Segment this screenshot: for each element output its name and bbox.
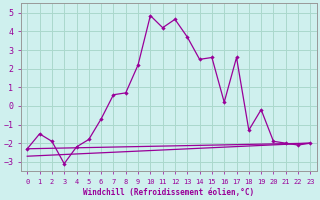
X-axis label: Windchill (Refroidissement éolien,°C): Windchill (Refroidissement éolien,°C) — [83, 188, 254, 197]
